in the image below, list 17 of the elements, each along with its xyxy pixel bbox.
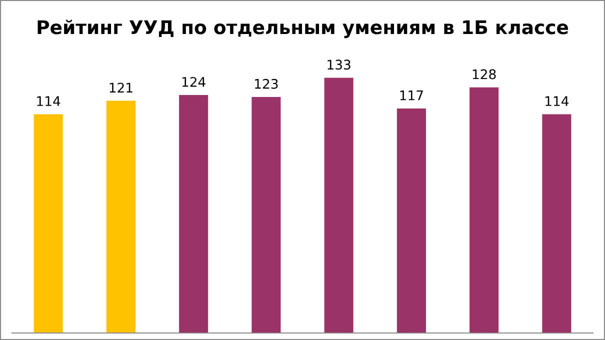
data-label: 117 (400, 90, 423, 100)
data-label: 121 (110, 82, 132, 92)
data-label: 124 (182, 76, 206, 87)
bar (470, 87, 499, 333)
data-label: 114 (546, 96, 569, 106)
bar (252, 96, 281, 333)
data-label: 128 (472, 69, 496, 80)
bar (179, 95, 208, 333)
bar (324, 78, 354, 333)
chart-title: Рейтинг УУД по отдельным умениям в 1Б классе (38, 20, 568, 38)
bar (106, 100, 136, 333)
data-label: 133 (328, 60, 350, 70)
data-label: 114 (37, 96, 60, 106)
data-label: 123 (255, 78, 278, 89)
bar (34, 114, 63, 333)
bar (542, 114, 572, 333)
bar (396, 108, 426, 333)
